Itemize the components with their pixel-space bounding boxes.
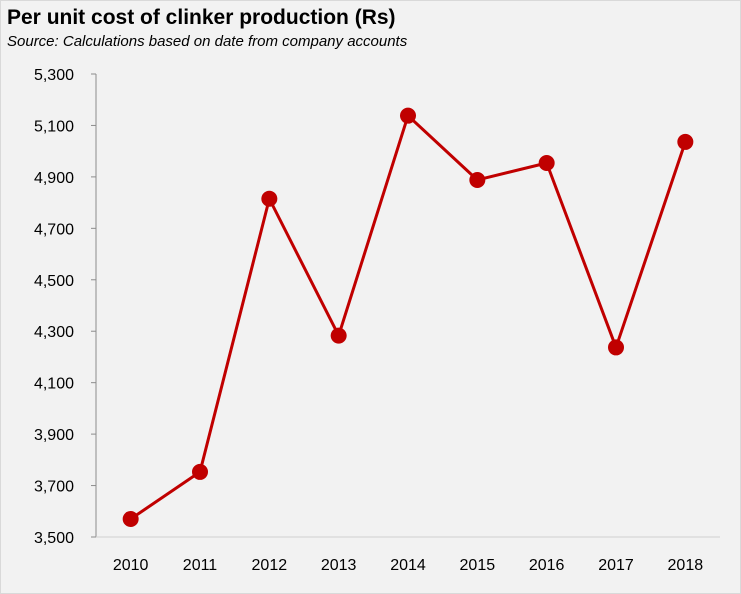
y-tick-label: 4,100 [34,376,74,393]
series-line [129,114,687,521]
data-point-2013 [330,327,347,344]
data-point-2018 [677,133,694,150]
x-tick-label: 2017 [598,557,634,574]
data-point-2017 [608,339,624,356]
y-tick-label: 3,900 [34,427,74,444]
data-point-2010 [122,510,139,527]
y-tick-label: 5,100 [34,118,74,135]
data-point-2016 [538,154,555,171]
data-point-2012 [261,190,278,207]
chart-subtitle: Source: Calculations based on date from … [7,33,408,50]
x-tick-label: 2018 [668,557,704,574]
x-tick-label: 2010 [113,557,149,574]
x-tick-label: 2011 [183,557,218,574]
x-tick-label: 2016 [529,557,565,574]
data-point-2011 [192,463,208,480]
x-tick-label: 2015 [460,557,496,574]
y-tick-label: 5,300 [34,67,74,84]
y-tick-label: 4,700 [34,221,74,238]
y-tick-label: 3,500 [34,530,74,547]
x-tick-label: 2014 [390,557,426,574]
x-tick-label: 2012 [252,557,288,574]
y-tick-label: 3,700 [34,479,74,496]
y-tick-label: 4,500 [34,273,74,290]
chart-title: Per unit cost of clinker production (Rs) [7,6,396,29]
data-point-2015 [469,171,486,188]
y-tick-label: 4,300 [34,324,74,341]
x-tick-label: 2013 [321,557,357,574]
data-point-2014 [400,107,416,124]
y-tick-label: 4,900 [34,170,74,187]
